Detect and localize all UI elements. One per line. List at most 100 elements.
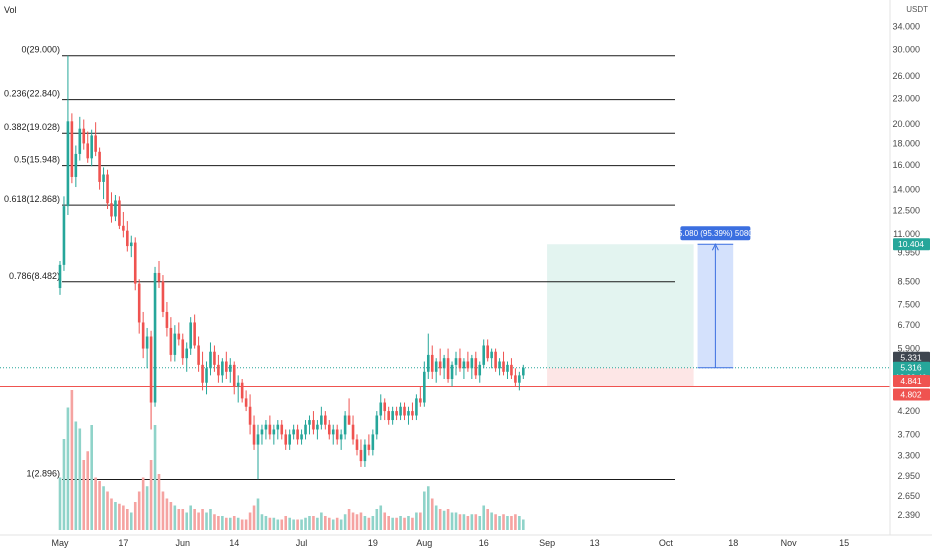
volume-bar [308, 516, 311, 530]
volume-bar [430, 498, 434, 530]
candle-body [122, 225, 125, 231]
price-axis[interactable]: 34.000 30.000 26.000 23.000 20.000 18.000 16.0… [889, 0, 932, 550]
time-tick-label: Nov [781, 538, 798, 548]
candle-body [276, 424, 280, 430]
candle-body [256, 434, 260, 445]
candle-body [248, 406, 252, 425]
volume-bar [502, 514, 505, 530]
candle-body [98, 151, 101, 182]
volume-bar [347, 509, 351, 530]
volume-bar [296, 519, 299, 530]
candle-body [335, 429, 339, 440]
volume-bar [343, 514, 347, 530]
price-tick-label: 6.700 [897, 320, 920, 330]
volume-bar [133, 502, 137, 530]
fib-label: 0.236(22.840) [4, 89, 60, 99]
measure-tool[interactable]: 5.080 (95.39%) 5080 [678, 226, 753, 369]
candle-body [225, 361, 228, 372]
indicator-label: Vol [4, 5, 17, 15]
volume-bar [149, 460, 153, 530]
volume-bar [466, 516, 470, 530]
candle-body [58, 264, 62, 289]
price-tick-label: 8.500 [897, 276, 920, 286]
volume-bar [482, 505, 486, 530]
volume-bar [518, 516, 521, 530]
volume-bar [252, 505, 256, 530]
candle-body [320, 415, 323, 425]
volume-bar [205, 512, 208, 530]
time-tick-label: 14 [229, 538, 239, 548]
volume-bar [490, 512, 493, 530]
volume-bar [78, 428, 82, 530]
candle-body [272, 429, 276, 435]
time-tick-label: 13 [590, 538, 600, 548]
volume-bar [232, 516, 236, 530]
candle-body [161, 281, 165, 312]
candle-body [70, 121, 74, 177]
fib-label: 1(2.896) [26, 468, 60, 478]
volume-bar [379, 505, 383, 530]
volume-bar [312, 516, 315, 530]
price-tick-label: 20.000 [892, 119, 920, 129]
volume-bar [173, 505, 177, 530]
volume-bar [74, 421, 78, 530]
measure-label: 5.080 (95.39%) 5080 [678, 229, 753, 238]
candle-body [308, 420, 311, 425]
candle-body [169, 327, 173, 355]
volume-bar [403, 517, 406, 530]
candle-body [458, 358, 462, 369]
candle-body [288, 434, 291, 445]
candle-body [347, 415, 351, 425]
candle-body [189, 322, 192, 349]
volume-bar [280, 519, 284, 530]
volume-bar [276, 519, 280, 530]
measure-arrow-icon [711, 243, 719, 251]
candle-body [363, 444, 367, 462]
candle-body [434, 361, 438, 372]
volume-bar [256, 498, 260, 530]
volume-bar [442, 510, 446, 530]
time-tick-label: May [51, 538, 69, 548]
candle-body [221, 361, 224, 376]
volume-bar [363, 516, 367, 530]
candle-body [268, 424, 272, 435]
candle-body [371, 434, 375, 450]
time-axis[interactable]: May 17 Jun 14 Jul 19 Aug 16 Sep 13 Oct 18 Nov 15 [0, 534, 932, 548]
price-tick-label: 2.650 [897, 491, 920, 501]
current-price-label: 5.316 [900, 363, 922, 373]
candle-body [518, 375, 521, 383]
target-zone [547, 244, 694, 368]
volume-bar [351, 512, 355, 530]
volume-bar [458, 514, 462, 530]
candle-body [403, 406, 406, 416]
volume-bar [288, 517, 291, 530]
candle-body [114, 200, 117, 217]
volume-bar [399, 516, 402, 530]
candle-body [375, 415, 379, 435]
candle-body [193, 322, 196, 346]
volume-bar [391, 517, 394, 530]
volume-bar [371, 516, 375, 530]
target-price-tag-bg [893, 238, 930, 251]
candle-body [324, 415, 327, 425]
candle-body [181, 339, 185, 359]
price-tick-label: 2.390 [897, 510, 920, 520]
volume-bar [213, 514, 216, 530]
candle-body [470, 358, 474, 369]
stop-price-tag: 4.841 [900, 376, 922, 386]
volume-bar [367, 517, 371, 530]
candle-body [407, 411, 410, 416]
volume-bar [169, 502, 173, 530]
volume-bar [474, 514, 478, 530]
volume-bar [70, 390, 74, 530]
volume-bar [355, 514, 359, 530]
volume-bar [94, 477, 97, 530]
volume-bar [66, 407, 70, 530]
time-tick-label: Sep [539, 538, 555, 548]
support-price-tag: 4.802 [900, 389, 922, 399]
fib-label: 0.618(12.868) [4, 194, 60, 204]
price-tick-label: 4.200 [897, 406, 920, 416]
